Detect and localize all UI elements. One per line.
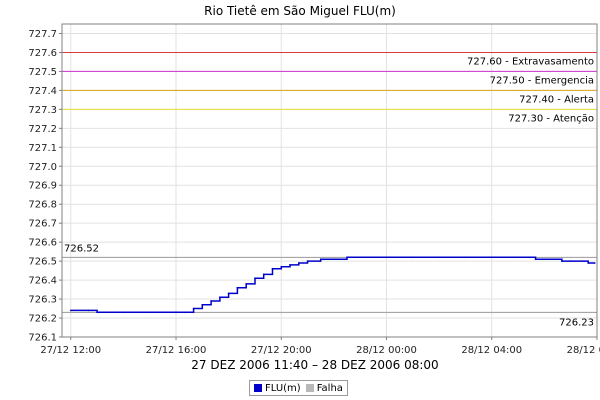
reference-label: 726.52	[64, 243, 99, 254]
data-point	[219, 296, 221, 298]
threshold-label: 727.60 - Extravasamento	[467, 56, 594, 67]
y-tick-label: 726.9	[28, 181, 57, 192]
data-point	[280, 266, 283, 268]
y-tick-label: 726.4	[28, 276, 57, 287]
series-layer	[69, 256, 596, 314]
data-point	[96, 311, 98, 314]
data-point	[530, 256, 533, 259]
legend: FLU(m) Falha	[249, 380, 348, 396]
data-point	[346, 256, 348, 259]
x-tick-label: 27/12 16:00	[146, 345, 207, 356]
y-tick-label: 727.1	[28, 143, 57, 154]
data-point	[245, 283, 247, 285]
x-tick-label: 28/12 08:00	[567, 345, 600, 356]
data-point	[464, 256, 467, 259]
legend-swatch-falha	[305, 384, 314, 392]
data-point	[69, 309, 72, 312]
threshold-label: 727.30 - Atenção	[508, 113, 594, 124]
reference-layer: 726.52 726.23	[62, 243, 597, 328]
legend-item-falha[interactable]: Falha	[305, 382, 343, 394]
data-point	[192, 307, 195, 310]
y-tick-label: 726.6	[28, 238, 57, 249]
y-tick-label: 727.6	[28, 48, 57, 59]
y-axis: 727.7 727.6 727.5 727.4 727.3 727.2 727.1 727.0…	[28, 29, 62, 344]
y-tick-label: 726.2	[28, 314, 57, 325]
data-point	[587, 262, 590, 264]
data-point	[412, 256, 414, 259]
threshold-label: 727.50 - Emergencia	[490, 75, 594, 86]
data-point	[561, 260, 563, 262]
y-tick-label: 727.5	[28, 67, 57, 78]
y-tick-label: 726.5	[28, 257, 57, 268]
data-point	[569, 260, 572, 262]
data-point	[201, 303, 204, 306]
y-tick-label: 727.4	[28, 86, 57, 97]
data-point	[148, 311, 151, 314]
data-point	[306, 260, 309, 262]
data-point	[87, 309, 90, 312]
data-point	[438, 256, 440, 259]
legend-label-falha: Falha	[316, 382, 343, 394]
data-point	[298, 262, 300, 264]
y-tick-label: 727.2	[28, 124, 57, 135]
data-point	[210, 300, 212, 302]
data-point	[254, 277, 256, 279]
y-tick-label: 726.7	[28, 219, 57, 230]
y-tick-label: 727.0	[28, 162, 57, 173]
x-tick-label: 28/12 00:00	[356, 345, 417, 356]
y-tick-label: 727.3	[28, 105, 57, 116]
data-point	[175, 311, 177, 314]
data-point	[183, 311, 186, 314]
series-line-flu	[70, 256, 595, 314]
data-point	[534, 258, 537, 261]
y-tick-label: 727.7	[28, 29, 57, 40]
legend-label-flu: FLU(m)	[265, 382, 301, 394]
y-tick-label: 726.3	[28, 295, 57, 306]
y-tick-label: 726.1	[28, 333, 57, 344]
data-point	[271, 267, 274, 270]
data-point	[262, 273, 265, 276]
x-axis-range-label: 27 DEZ 2006 11:40 – 28 DEZ 2006 08:00	[191, 358, 438, 372]
data-point	[385, 256, 388, 259]
x-tick-label: 28/12 04:00	[461, 345, 522, 356]
data-point	[543, 258, 546, 261]
data-point	[359, 256, 361, 259]
threshold-label: 727.40 - Alerta	[519, 94, 594, 105]
data-point	[583, 260, 585, 262]
y-tick-label: 726.8	[28, 200, 57, 211]
threshold-layer: 727.60 - Extravasamento 727.50 - Emergenc…	[62, 51, 597, 124]
data-point	[227, 292, 230, 295]
data-point	[122, 311, 125, 314]
data-point	[236, 286, 239, 289]
x-axis: 27/12 12:00 27/12 16:00 27/12 20:00 28/12 0…	[40, 337, 600, 356]
data-point	[490, 256, 493, 259]
x-tick-label: 27/12 12:00	[40, 345, 101, 356]
reference-label: 726.23	[559, 317, 594, 328]
legend-swatch-flu	[254, 384, 262, 392]
x-tick-label: 27/12 20:00	[251, 345, 312, 356]
chart-title: Rio Tietê em São Miguel FLU(m)	[204, 4, 396, 18]
data-point	[594, 262, 596, 264]
plot-frame	[61, 23, 598, 338]
data-point	[319, 258, 322, 261]
legend-item-flu[interactable]: FLU(m)	[254, 383, 301, 394]
data-point	[333, 258, 335, 261]
data-point	[289, 264, 291, 266]
data-point	[517, 256, 519, 259]
